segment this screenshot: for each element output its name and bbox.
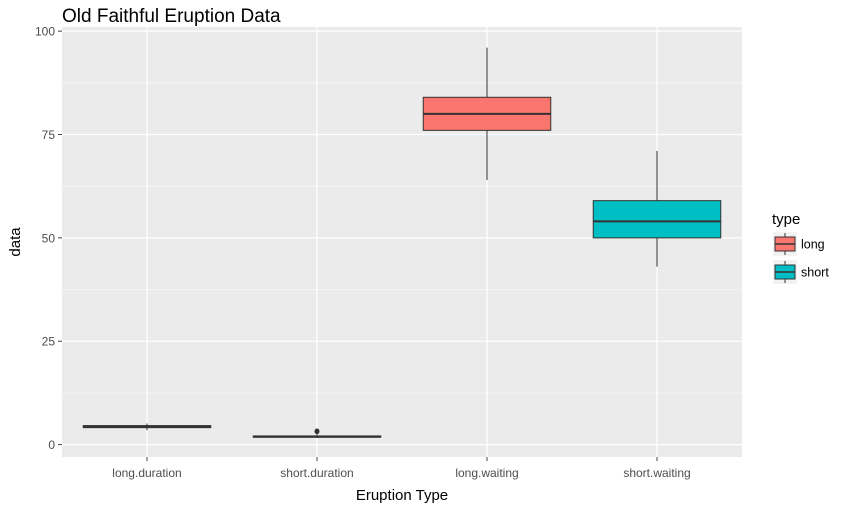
y-tick-label: 0: [48, 438, 55, 452]
box-body: [592, 200, 722, 239]
y-tick-label: 75: [42, 128, 56, 142]
plot-panel: [62, 27, 742, 457]
legend-title: type: [772, 211, 800, 228]
x-tick-label: long.waiting: [455, 466, 518, 480]
box-short.duration: [252, 428, 382, 438]
legend-label: short: [801, 266, 829, 280]
legend-entry-long: long: [773, 232, 825, 256]
legend-entry-short: short: [773, 260, 829, 284]
x-axis: long.duration short.duration long.waiting s…: [112, 457, 691, 480]
x-tick-label: long.duration: [112, 466, 181, 480]
box-long.duration: [82, 423, 212, 431]
y-tick-label: 50: [42, 231, 56, 245]
x-tick-label: short.duration: [280, 466, 353, 480]
y-axis: 0 25 50 75 100: [35, 25, 62, 452]
x-tick-label: short.waiting: [623, 466, 690, 480]
outlier-point: [314, 428, 320, 434]
legend: type long short: [772, 211, 829, 284]
x-axis-label: Eruption Type: [356, 487, 448, 504]
y-axis-label: data: [7, 227, 24, 257]
y-tick-label: 25: [42, 335, 56, 349]
boxes: [82, 47, 722, 438]
chart-title: Old Faithful Eruption Data: [62, 6, 281, 27]
box-long.waiting: [422, 47, 552, 180]
y-tick-label: 100: [35, 25, 55, 39]
legend-label: long: [801, 238, 825, 252]
minor-gridlines: [62, 82, 742, 394]
box-short.waiting: [592, 151, 722, 267]
